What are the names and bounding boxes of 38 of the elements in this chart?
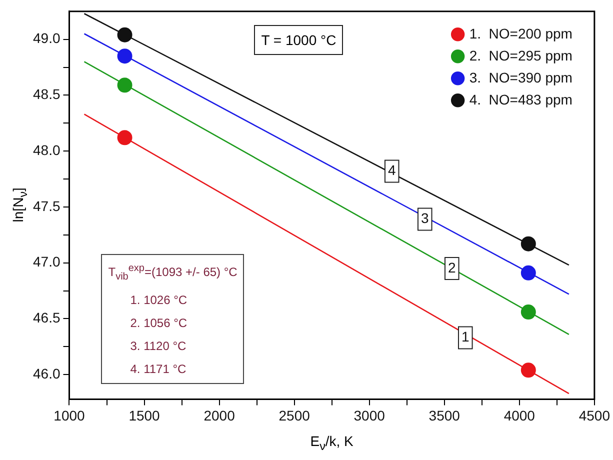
point xyxy=(520,265,536,280)
point xyxy=(117,27,132,42)
annotation: 1 xyxy=(461,328,470,345)
x-tick-label: 1000 xyxy=(54,407,86,424)
y-tick-label: 48.0 xyxy=(33,142,60,158)
annotation: 3. 1120 °C xyxy=(129,338,188,355)
legend-label: 4. NO=483 ppm xyxy=(469,91,572,108)
annotation: 3 xyxy=(420,210,429,226)
annotation: 1. 1026 °C xyxy=(129,292,188,309)
x-tick-label: 3500 xyxy=(428,407,460,424)
y-tick-label: 46.5 xyxy=(33,310,60,326)
annotation: 2 xyxy=(448,259,456,276)
legend-label: 3. NO=390 ppm xyxy=(469,69,572,86)
x-tick-label: 2000 xyxy=(204,407,236,424)
annotation: 4. 1171 °C xyxy=(129,360,188,378)
annotation: 2. 1056 °C xyxy=(129,314,188,332)
x-tick-label: 2500 xyxy=(278,407,310,424)
y-tick-label: 46.0 xyxy=(33,365,60,382)
y-tick-label: 47.0 xyxy=(33,254,60,270)
x-axis-title: E$_{ν}$/k, K xyxy=(309,433,354,453)
annotation: T = 1000 °C xyxy=(254,25,344,56)
x-tick-label: 4500 xyxy=(578,407,610,424)
point xyxy=(117,78,132,93)
y-tick-label: 48.5 xyxy=(33,86,60,102)
point xyxy=(520,304,536,320)
x-tick-label: 3000 xyxy=(354,407,386,424)
x-tick-label: 4000 xyxy=(504,407,536,424)
point xyxy=(520,236,536,252)
x-tick-label: 1500 xyxy=(128,407,160,424)
legend-label: 2. NO=295 ppm xyxy=(469,47,572,64)
y-tick-label: 47.5 xyxy=(33,198,60,214)
point xyxy=(117,48,132,64)
y-tick-label: 49.0 xyxy=(33,30,60,46)
legend-label: 1. NO=200 ppm xyxy=(469,25,572,42)
point xyxy=(520,362,536,378)
annotation: T$_{vib}$$^{exp}$=(1093 +/- 65) °C xyxy=(108,262,238,285)
point xyxy=(117,130,132,146)
annotation: 4 xyxy=(388,162,396,178)
